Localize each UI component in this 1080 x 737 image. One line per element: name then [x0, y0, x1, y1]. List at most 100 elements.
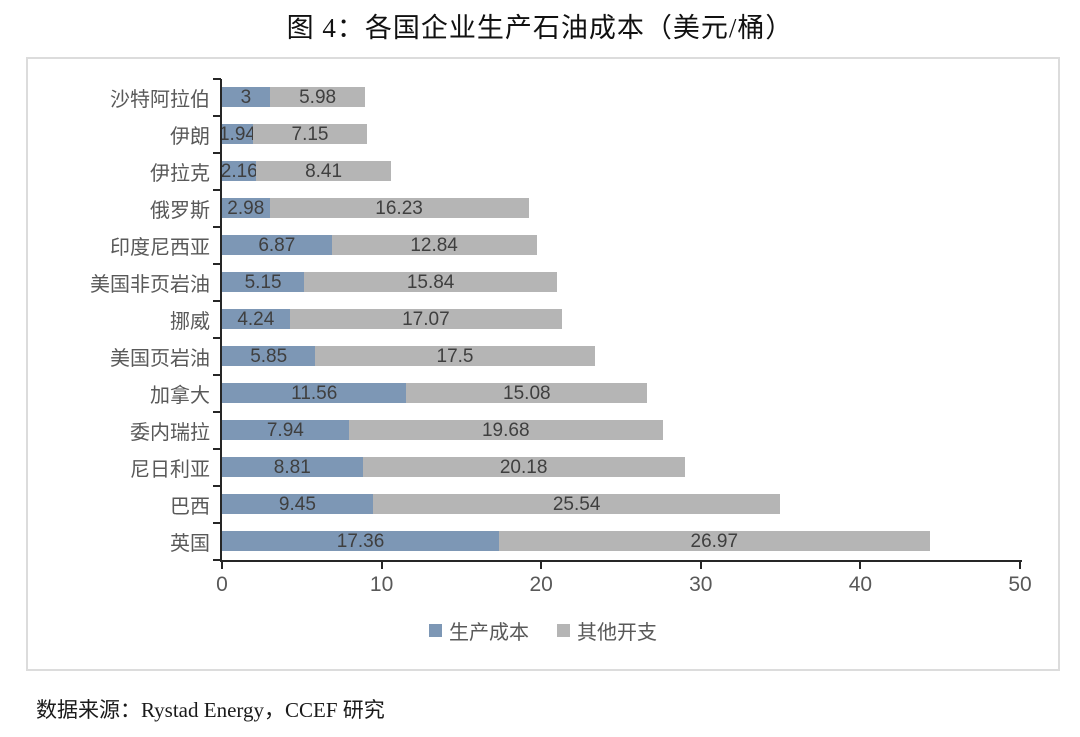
- x-tick: [1019, 562, 1021, 569]
- bar-segment-production-cost: 4.24: [222, 309, 290, 329]
- bar-segment-other-expense: 26.97: [499, 530, 930, 552]
- category-label: 美国页岩油: [110, 348, 210, 370]
- data-label: 8.41: [305, 160, 343, 182]
- x-tick-label: 30: [689, 573, 713, 596]
- bar-segment-other-expense: 8.41: [256, 160, 391, 182]
- chart-frame: 沙特阿拉伯 3 5.98 伊朗 1.94 7.15 伊拉克 2.16 8.41 俄罗斯 2.98 16…: [26, 57, 1060, 671]
- y-tick: [213, 559, 221, 561]
- source-note: 数据来源：Rystad Energy，CCEF 研究: [36, 698, 385, 722]
- bar-segment-production-cost: 7.94: [222, 420, 349, 440]
- legend: 生产成本 其他开支: [28, 615, 1058, 645]
- bar-track: 17.36 26.97: [222, 523, 1020, 560]
- category-label: 尼日利亚: [130, 459, 210, 481]
- bar-segment-production-cost: 9.45: [222, 494, 373, 514]
- bar-track: 6.87 12.84: [222, 227, 1020, 264]
- legend-item-production-cost: 生产成本: [429, 616, 529, 645]
- bar-segment-other-expense: 17.07: [289, 308, 563, 330]
- y-tick: [213, 337, 221, 339]
- bar-segment-production-cost: 1.94: [218, 123, 256, 145]
- bar-track: 8.81 20.18: [222, 449, 1020, 486]
- x-tick-label: 50: [1008, 573, 1032, 596]
- chart-title: 图 4：各国企业生产石油成本（美元/桶）: [286, 13, 794, 43]
- y-tick: [213, 411, 221, 413]
- data-label: 12.84: [410, 234, 458, 256]
- y-tick: [213, 263, 221, 265]
- bar-track: 2.16 8.41: [220, 153, 1020, 190]
- bar-segment-other-expense: 19.68: [348, 419, 663, 441]
- chart-row: 印度尼西亚 6.87 12.84: [28, 227, 1058, 264]
- category-label: 英国: [170, 533, 210, 555]
- y-axis: [220, 79, 222, 562]
- data-label: 17.5: [436, 345, 474, 367]
- data-label: 5.15: [244, 271, 282, 293]
- data-label: 26.97: [690, 530, 739, 552]
- chart-row: 俄罗斯 2.98 16.23: [28, 190, 1058, 227]
- bar-track: 11.56 15.08: [222, 375, 1020, 412]
- chart-row: 伊朗 1.94 7.15: [28, 116, 1058, 153]
- y-tick: [213, 374, 221, 376]
- legend-label-other-expense: 其他开支: [577, 621, 657, 644]
- x-tick: [859, 562, 862, 569]
- category-label: 加拿大: [150, 385, 210, 407]
- bar-track: 9.45 25.54: [222, 486, 1020, 523]
- data-label: 5.98: [299, 86, 337, 108]
- y-tick: [213, 189, 221, 191]
- bar-segment-other-expense: 12.84: [331, 234, 537, 256]
- y-tick: [213, 152, 221, 154]
- y-tick: [213, 448, 221, 450]
- data-label: 5.85: [250, 345, 288, 367]
- x-axis: [220, 560, 1022, 562]
- data-label: 15.84: [406, 271, 455, 293]
- bar-segment-production-cost: 17.36: [222, 531, 500, 551]
- bar-track: 4.24 17.07: [222, 301, 1020, 338]
- data-label: 2.98: [227, 197, 265, 219]
- data-label: 4.24: [237, 308, 275, 330]
- legend-swatch-production-cost: [429, 623, 442, 637]
- bar-segment-production-cost: 2.98: [222, 198, 270, 218]
- bar-track: 5.15 15.84: [222, 264, 1020, 301]
- y-tick: [213, 78, 221, 80]
- bar-segment-production-cost: 2.16: [220, 160, 258, 182]
- bar-segment-production-cost: 5.15: [222, 271, 305, 293]
- bar-segment-production-cost: 6.87: [222, 235, 332, 255]
- data-label: 2.16: [220, 160, 258, 182]
- data-label: 20.18: [499, 456, 548, 478]
- chart-row: 伊拉克 2.16 8.41: [28, 153, 1058, 190]
- bar-segment-other-expense: 25.54: [372, 493, 781, 515]
- legend-item-other-expense: 其他开支: [557, 616, 657, 645]
- chart-row: 英国 17.36 26.97: [28, 523, 1058, 560]
- y-tick: [213, 226, 221, 228]
- category-label: 印度尼西亚: [110, 237, 210, 259]
- bar-track: 5.85 17.5: [222, 338, 1020, 375]
- data-label: 7.94: [266, 419, 304, 441]
- legend-swatch-other-expense: [557, 623, 570, 637]
- category-label: 俄罗斯: [150, 200, 210, 222]
- category-label: 伊朗: [170, 126, 210, 148]
- data-label: 1.94: [218, 123, 256, 145]
- bar-segment-production-cost: 5.85: [222, 345, 316, 367]
- data-label: 15.08: [503, 382, 551, 404]
- category-label: 沙特阿拉伯: [110, 89, 210, 111]
- data-label: 19.68: [481, 419, 530, 441]
- bar-segment-other-expense: 7.15: [252, 123, 368, 145]
- data-label: 17.07: [402, 308, 450, 330]
- bar-segment-production-cost: 3: [222, 87, 270, 107]
- bar-track: 3 5.98: [222, 79, 1020, 116]
- data-label: 3: [240, 86, 252, 108]
- data-label: 7.15: [291, 123, 329, 145]
- bar-segment-other-expense: 15.84: [304, 272, 557, 292]
- y-tick: [213, 300, 221, 302]
- chart-row: 加拿大 11.56 15.08: [28, 375, 1058, 412]
- bar-track: 7.94 19.68: [222, 412, 1020, 449]
- chart-row: 巴西 9.45 25.54: [28, 486, 1058, 523]
- bar-segment-other-expense: 5.98: [269, 86, 366, 108]
- category-label: 伊拉克: [150, 163, 210, 185]
- chart-row: 沙特阿拉伯 3 5.98: [28, 79, 1058, 116]
- category-label: 委内瑞拉: [130, 422, 210, 444]
- bar-segment-other-expense: 17.5: [315, 345, 595, 367]
- data-label: 25.54: [552, 493, 601, 515]
- bar-segment-other-expense: 20.18: [362, 456, 685, 478]
- bar-track: 2.98 16.23: [222, 190, 1020, 227]
- category-label: 挪威: [170, 311, 210, 333]
- chart-row: 挪威 4.24 17.07: [28, 301, 1058, 338]
